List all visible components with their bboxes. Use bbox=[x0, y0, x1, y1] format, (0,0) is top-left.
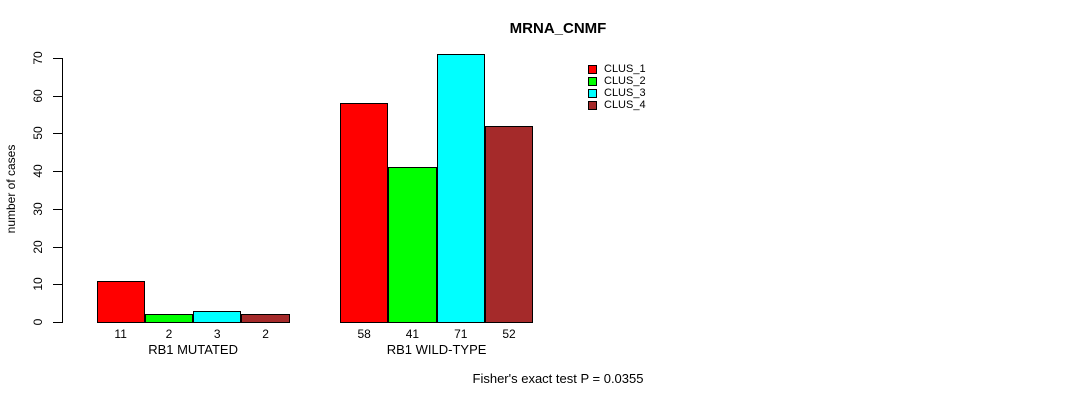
legend-swatch-icon bbox=[588, 76, 597, 86]
bar-value-label: 2 bbox=[165, 327, 173, 341]
group-label: RB1 WILD-TYPE bbox=[386, 342, 487, 357]
legend-row: CLUS_1 bbox=[588, 63, 646, 75]
bar-value-label: 71 bbox=[454, 327, 468, 341]
bar-clus_1-1 bbox=[96, 280, 145, 323]
legend-label: CLUS_2 bbox=[604, 75, 646, 87]
bar-clus_2-2 bbox=[388, 167, 437, 323]
legend-row: CLUS_2 bbox=[588, 75, 646, 87]
bar-value-label: 2 bbox=[262, 327, 269, 341]
group-label: RB1 MUTATED bbox=[148, 342, 238, 357]
bar-clus_3-1 bbox=[193, 310, 242, 323]
bar-value-label: 41 bbox=[405, 327, 420, 341]
bar-clus_4-2 bbox=[484, 125, 534, 323]
y-tick-mark bbox=[53, 95, 62, 97]
legend-swatch-icon bbox=[588, 88, 597, 98]
bar-clus_3-2 bbox=[436, 54, 485, 323]
bar-value-label: 58 bbox=[357, 327, 371, 341]
y-tick-label: 50 bbox=[31, 126, 45, 141]
chart-title: MRNA_CNMF bbox=[509, 20, 607, 37]
y-tick-label: 20 bbox=[31, 239, 45, 254]
y-tick-mark bbox=[53, 171, 62, 173]
y-tick-label: 0 bbox=[31, 318, 45, 326]
y-tick-mark bbox=[53, 322, 62, 323]
y-tick-label: 70 bbox=[31, 51, 45, 65]
bar-value-label: 52 bbox=[502, 327, 516, 341]
legend-swatch-icon bbox=[588, 64, 597, 74]
bar-value-label: 11 bbox=[114, 327, 127, 341]
legend: CLUS_1 CLUS_2 CLUS_3 CLUS_4 bbox=[588, 63, 646, 111]
bar-clus_2-1 bbox=[144, 314, 194, 323]
y-tick-label: 60 bbox=[31, 89, 45, 103]
legend-label: CLUS_3 bbox=[604, 87, 646, 99]
y-tick-mark bbox=[53, 133, 62, 135]
y-tick-label: 40 bbox=[31, 164, 45, 178]
y-axis-line bbox=[62, 58, 63, 323]
y-tick-mark bbox=[53, 58, 62, 59]
legend-label: CLUS_4 bbox=[604, 99, 646, 111]
y-tick-mark bbox=[53, 208, 62, 210]
legend-row: CLUS_3 bbox=[588, 87, 646, 99]
bar-value-label: 3 bbox=[213, 327, 221, 341]
bar-clus_1-2 bbox=[340, 103, 389, 323]
y-tick-label: 10 bbox=[31, 277, 45, 291]
bar-clus_4-1 bbox=[241, 314, 290, 323]
y-tick-mark bbox=[53, 246, 62, 248]
legend-swatch-icon bbox=[588, 100, 597, 110]
y-tick-label: 30 bbox=[31, 202, 45, 216]
y-tick-mark bbox=[53, 284, 62, 286]
legend-label: CLUS_1 bbox=[604, 63, 646, 75]
footer-annotation: Fisher's exact test P = 0.0355 bbox=[472, 371, 644, 386]
y-axis-label: number of cases bbox=[4, 144, 18, 234]
legend-row: CLUS_4 bbox=[588, 99, 646, 111]
